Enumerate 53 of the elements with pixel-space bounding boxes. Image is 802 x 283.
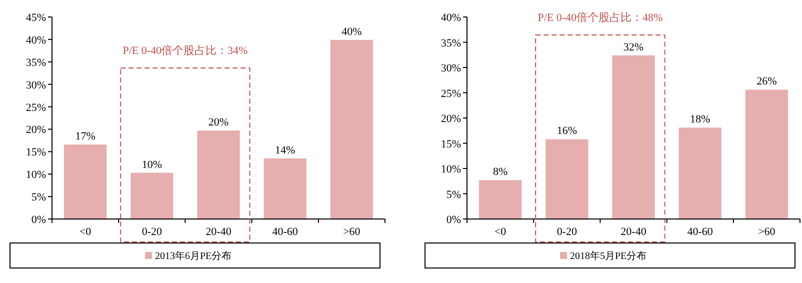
data-label: 18% xyxy=(690,114,710,126)
legend-label: 2018年5月PE分布 xyxy=(570,250,647,262)
y-tick-label: 0% xyxy=(446,214,461,226)
y-tick-label: 35% xyxy=(26,56,46,69)
x-tick-label: 20-40 xyxy=(620,226,647,238)
y-tick-label: 20% xyxy=(440,113,461,125)
x-tick-label: >60 xyxy=(758,226,776,238)
y-tick-label: 35% xyxy=(440,37,461,50)
bar xyxy=(546,139,588,219)
x-tick-label: 40-60 xyxy=(272,226,298,238)
bar xyxy=(330,40,374,219)
x-tick-label: 0-20 xyxy=(142,226,162,238)
y-tick-label: 40% xyxy=(440,12,461,24)
data-label: 40% xyxy=(342,26,362,38)
bar xyxy=(678,128,722,219)
y-tick-label: 5% xyxy=(446,188,461,201)
data-label: 20% xyxy=(208,116,229,129)
data-label: 26% xyxy=(756,76,777,88)
data-label: 10% xyxy=(142,158,162,171)
y-tick-label: 30% xyxy=(440,62,461,74)
y-tick-label: 45% xyxy=(26,12,46,24)
y-tick-label: 10% xyxy=(440,164,461,176)
x-tick-label: 20-40 xyxy=(206,226,232,238)
data-label: 14% xyxy=(275,144,296,156)
bar xyxy=(745,90,788,219)
y-tick-label: 25% xyxy=(26,102,46,114)
bar xyxy=(64,144,107,219)
data-label: 8% xyxy=(492,166,508,178)
y-tick-label: 30% xyxy=(26,79,46,92)
y-tick-label: 25% xyxy=(440,88,461,100)
data-label: 17% xyxy=(75,130,96,142)
data-label: 32% xyxy=(623,41,644,54)
y-tick-label: 15% xyxy=(26,146,46,159)
x-tick-label: 40-60 xyxy=(687,226,714,238)
bar xyxy=(478,180,522,219)
bar xyxy=(612,55,655,219)
annotation: P/E 0-40倍个股占比：48% xyxy=(538,11,663,24)
y-tick-label: 20% xyxy=(26,124,46,136)
bar xyxy=(197,130,240,219)
x-tick-label: <0 xyxy=(494,226,507,238)
y-tick-label: 10% xyxy=(26,169,46,182)
bar xyxy=(130,172,174,219)
bar xyxy=(264,158,306,219)
annotation: P/E 0-40倍个股占比：34% xyxy=(122,44,248,57)
x-tick-label: >60 xyxy=(343,226,361,238)
y-tick-label: 0% xyxy=(31,214,46,226)
y-tick-label: 15% xyxy=(440,138,461,150)
y-tick-label: 40% xyxy=(26,34,46,46)
data-label: 16% xyxy=(556,125,577,138)
x-tick-label: 0-20 xyxy=(556,226,578,238)
legend-label: 2013年6月PE分布 xyxy=(155,250,232,262)
y-tick-label: 5% xyxy=(31,192,46,204)
x-tick-label: <0 xyxy=(79,226,92,238)
